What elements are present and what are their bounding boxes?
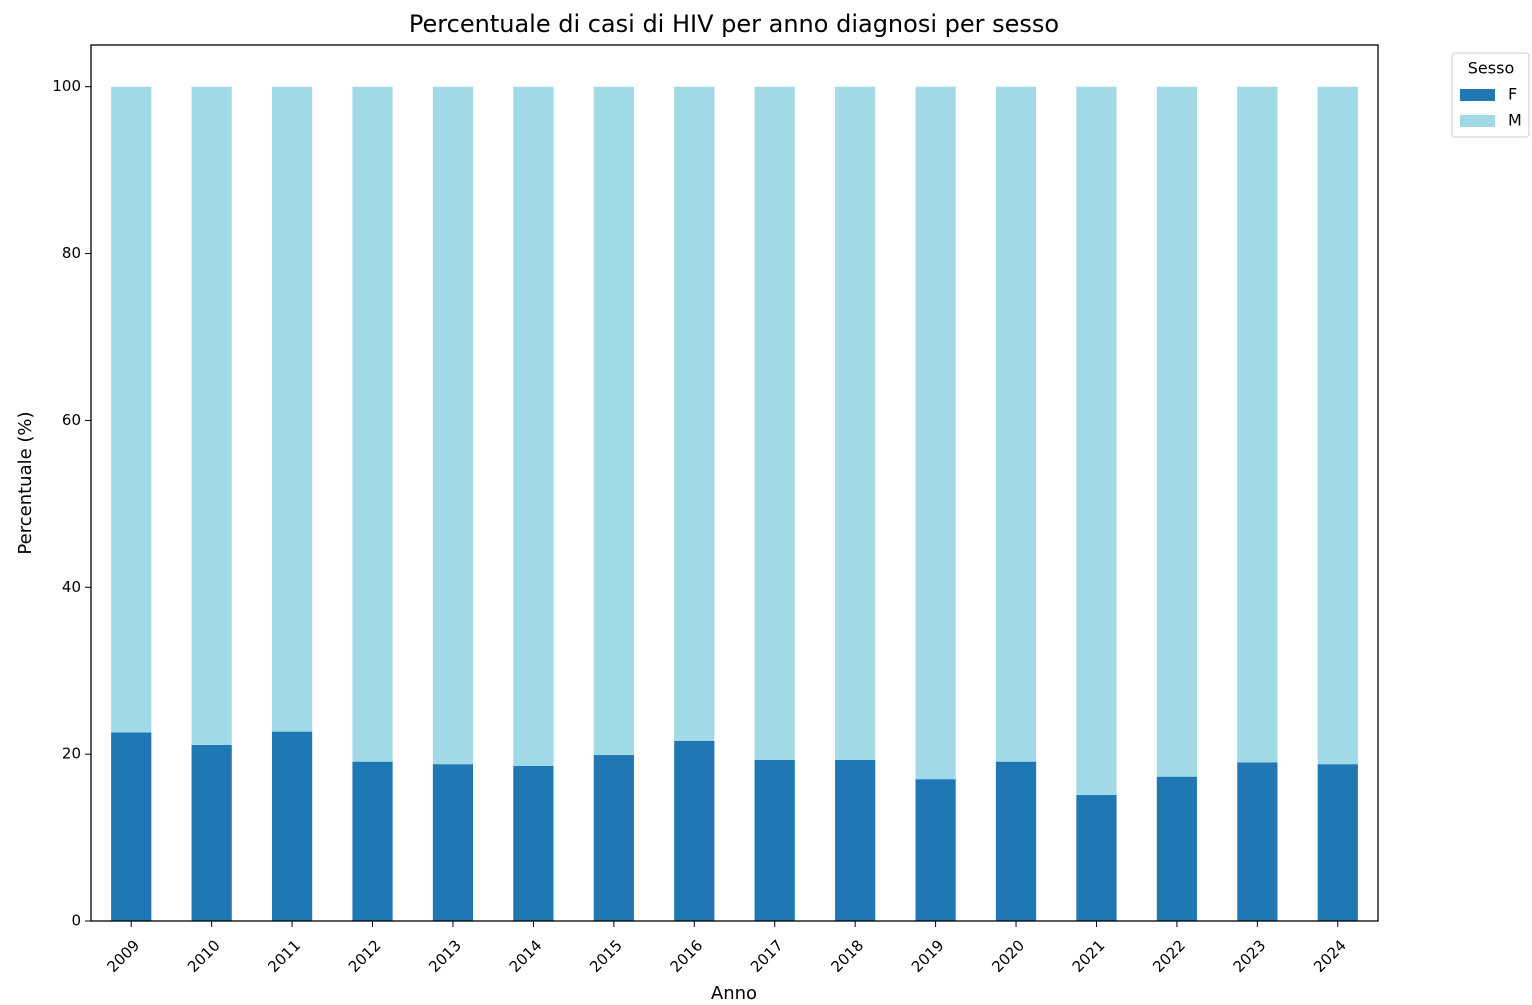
bar-segment xyxy=(835,86,876,760)
x-tick-label: 2014 xyxy=(506,936,546,976)
legend-swatch xyxy=(1460,89,1495,101)
legend-label: M xyxy=(1508,111,1522,130)
y-tick-label: 0 xyxy=(71,912,81,930)
plot-frame xyxy=(90,44,1379,922)
bar-segment xyxy=(191,744,232,921)
x-tick-label: 2018 xyxy=(827,936,867,976)
bar-segment xyxy=(593,754,634,921)
bar-segment xyxy=(754,86,795,760)
bar-segment xyxy=(1317,86,1358,765)
y-tick-label: 100 xyxy=(52,77,81,95)
x-tick-label: 2012 xyxy=(345,936,385,976)
y-tick-label: 20 xyxy=(62,745,81,763)
x-tick-label: 2023 xyxy=(1230,936,1270,976)
bar-segment xyxy=(915,779,956,921)
legend-title: Sesso xyxy=(1468,59,1514,78)
legend-label: F xyxy=(1508,85,1517,104)
x-tick-label: 2009 xyxy=(103,936,143,976)
bar-segment xyxy=(1076,86,1117,796)
bar-segment xyxy=(1237,762,1278,921)
y-tick-label: 40 xyxy=(62,578,81,596)
y-axis-label: Percentuale (%) xyxy=(15,411,36,554)
bar-segment xyxy=(271,86,313,732)
y-tick-label: 80 xyxy=(62,244,81,262)
bar-segment xyxy=(835,759,876,921)
bar-segment xyxy=(111,732,152,921)
x-tick-label: 2016 xyxy=(667,936,707,976)
bar-segment xyxy=(754,759,795,921)
bar-segment xyxy=(111,86,152,733)
bar-segment xyxy=(915,86,956,780)
bar-segment xyxy=(271,731,313,921)
bar-segment xyxy=(432,86,474,765)
bar-segment xyxy=(1076,795,1117,921)
bar-segment xyxy=(513,86,554,766)
bar-segment xyxy=(995,761,1037,921)
x-tick-label: 2015 xyxy=(586,936,626,976)
x-axis-label: Anno xyxy=(711,983,757,1004)
bar-segment xyxy=(191,86,232,745)
x-tick-label: 2020 xyxy=(988,936,1028,976)
bar-segment xyxy=(674,86,715,741)
bar-segment xyxy=(995,86,1037,762)
chart-title: Percentuale di casi di HIV per anno diag… xyxy=(409,10,1059,38)
bar-segment xyxy=(1237,86,1278,763)
bar-segment xyxy=(593,86,634,755)
legend-swatch xyxy=(1460,115,1495,127)
x-tick-label: 2021 xyxy=(1069,936,1109,976)
bar-segment xyxy=(352,86,393,762)
bar-segment xyxy=(432,764,474,921)
bar-segment xyxy=(352,761,393,921)
x-tick-label: 2024 xyxy=(1310,936,1350,976)
bar-segment xyxy=(674,740,715,921)
x-tick-label: 2022 xyxy=(1149,936,1189,976)
x-tick-label: 2013 xyxy=(425,936,465,976)
y-tick-label: 60 xyxy=(62,411,81,429)
bar-segment xyxy=(1317,764,1358,921)
x-tick-label: 2011 xyxy=(264,936,304,976)
bar-segment xyxy=(1156,776,1198,921)
x-tick-label: 2019 xyxy=(908,936,948,976)
bar-segment xyxy=(1156,86,1198,777)
x-tick-label: 2010 xyxy=(184,936,224,976)
bar-segment xyxy=(513,765,554,921)
x-tick-label: 2017 xyxy=(747,936,787,976)
